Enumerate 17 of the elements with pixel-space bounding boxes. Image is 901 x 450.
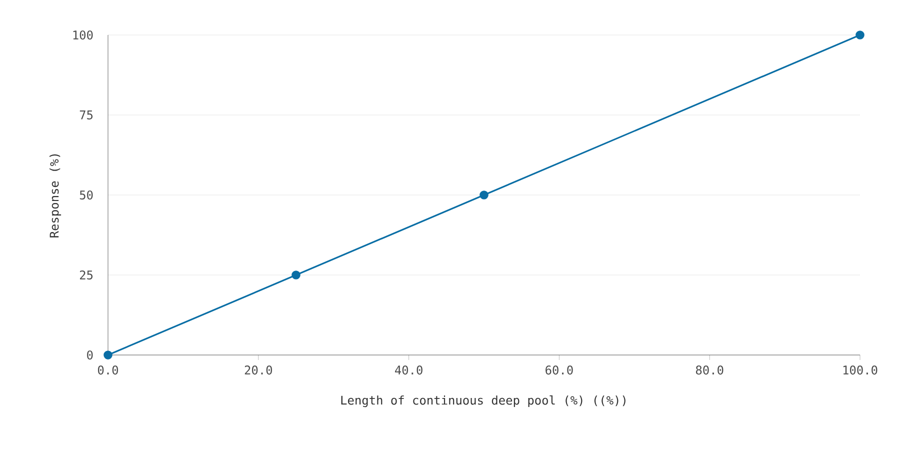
point — [292, 270, 300, 280]
point — [104, 350, 112, 360]
point — [856, 30, 864, 40]
y-tick-label: 50 — [80, 190, 93, 200]
x-tick-label: 80.0 — [696, 366, 724, 375]
y-tick-label: 100 — [73, 30, 93, 40]
point — [480, 190, 488, 200]
x-tick-label: 0.0 — [98, 366, 118, 375]
x-axis-title: Length of continuous deep pool (%) ((%)) — [341, 395, 626, 408]
y-tick-label: 25 — [80, 270, 93, 280]
x-tick-label: 100.0 — [843, 366, 878, 375]
x-tick-label: 40.0 — [395, 366, 422, 375]
y-tick-label: 75 — [80, 110, 93, 120]
x-tick-label: 20.0 — [244, 366, 272, 375]
y-axis-title: Response (%) — [50, 154, 62, 238]
x-tick-label: 60.0 — [546, 366, 573, 375]
y-tick-label: 0 — [87, 350, 93, 360]
